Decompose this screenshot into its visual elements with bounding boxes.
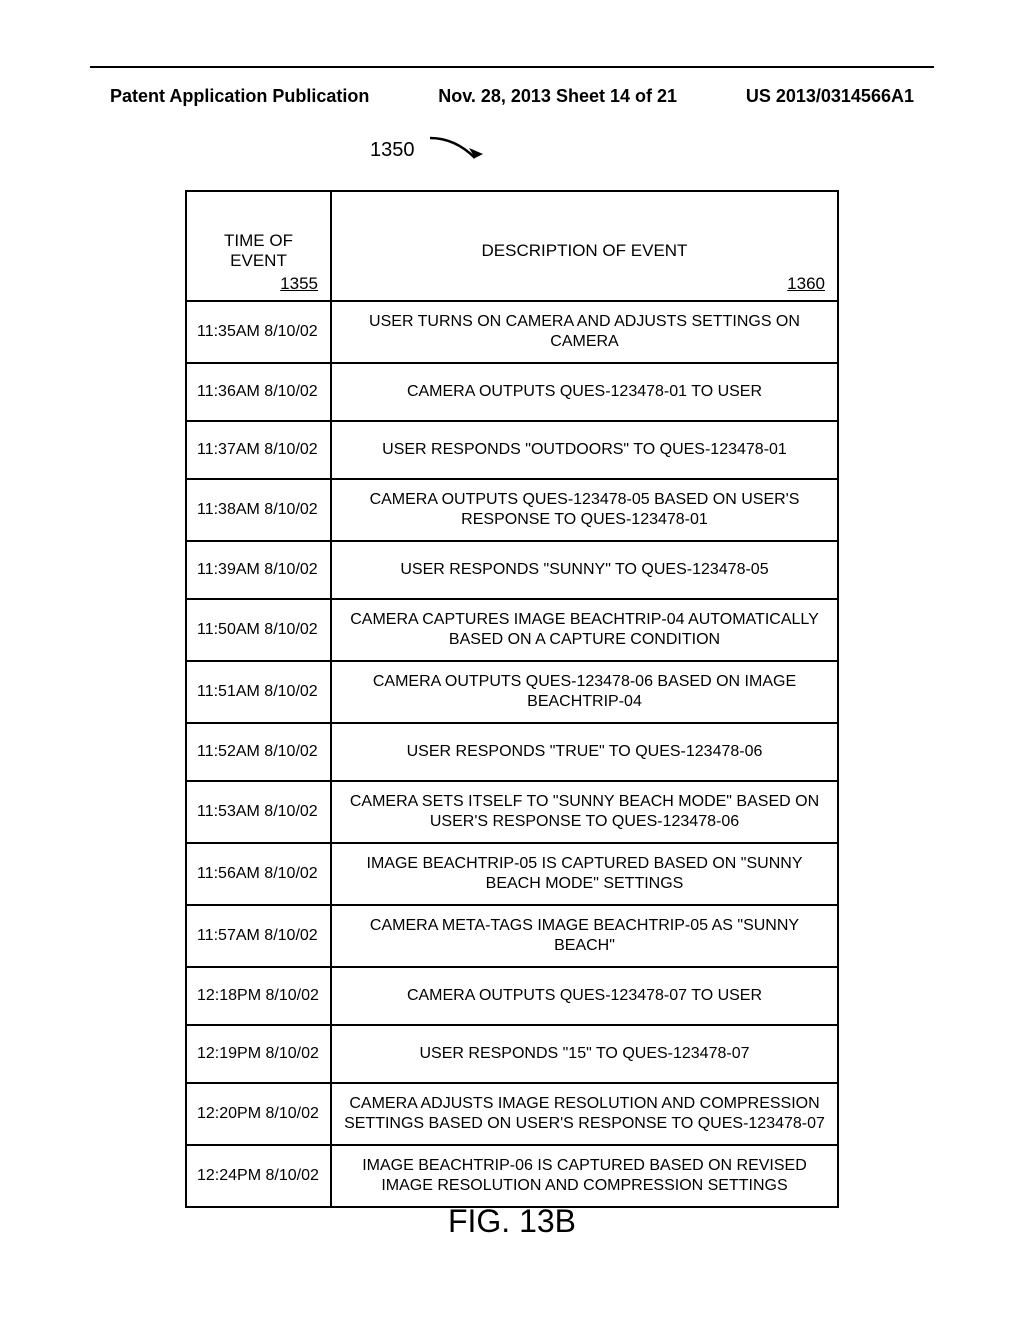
table-header-row: TIME OF EVENT 1355 DESCRIPTION OF EVENT … <box>186 191 838 301</box>
table-row: 11:35AM 8/10/02USER TURNS ON CAMERA AND … <box>186 301 838 363</box>
time-cell: 11:36AM 8/10/02 <box>186 363 331 421</box>
column-title-desc: DESCRIPTION OF EVENT <box>482 241 688 261</box>
header-right: US 2013/0314566A1 <box>746 86 914 107</box>
time-cell: 12:20PM 8/10/02 <box>186 1083 331 1145</box>
time-cell: 11:56AM 8/10/02 <box>186 843 331 905</box>
column-ref-desc: 1360 <box>787 274 825 294</box>
time-cell: 12:19PM 8/10/02 <box>186 1025 331 1083</box>
page-header: Patent Application Publication Nov. 28, … <box>0 86 1024 107</box>
figure-reference: 1350 <box>370 130 495 170</box>
desc-cell: CAMERA OUTPUTS QUES-123478-01 TO USER <box>331 363 838 421</box>
column-header-time: TIME OF EVENT 1355 <box>186 191 331 301</box>
table-row: 11:57AM 8/10/02CAMERA META-TAGS IMAGE BE… <box>186 905 838 967</box>
figure-caption: FIG. 13B <box>0 1203 1024 1240</box>
table-row: 12:20PM 8/10/02CAMERA ADJUSTS IMAGE RESO… <box>186 1083 838 1145</box>
time-cell: 11:53AM 8/10/02 <box>186 781 331 843</box>
time-cell: 11:50AM 8/10/02 <box>186 599 331 661</box>
time-cell: 11:51AM 8/10/02 <box>186 661 331 723</box>
desc-cell: CAMERA ADJUSTS IMAGE RESOLUTION AND COMP… <box>331 1083 838 1145</box>
desc-cell: IMAGE BEACHTRIP-06 IS CAPTURED BASED ON … <box>331 1145 838 1207</box>
time-cell: 11:57AM 8/10/02 <box>186 905 331 967</box>
table-row: 11:56AM 8/10/02IMAGE BEACHTRIP-05 IS CAP… <box>186 843 838 905</box>
desc-cell: CAMERA META-TAGS IMAGE BEACHTRIP-05 AS "… <box>331 905 838 967</box>
column-header-desc: DESCRIPTION OF EVENT 1360 <box>331 191 838 301</box>
header-center: Nov. 28, 2013 Sheet 14 of 21 <box>438 86 677 107</box>
time-cell: 11:38AM 8/10/02 <box>186 479 331 541</box>
patent-page: Patent Application Publication Nov. 28, … <box>0 0 1024 1320</box>
header-divider <box>90 66 934 68</box>
table-row: 12:18PM 8/10/02CAMERA OUTPUTS QUES-12347… <box>186 967 838 1025</box>
event-table: TIME OF EVENT 1355 DESCRIPTION OF EVENT … <box>185 190 839 1208</box>
time-cell: 11:39AM 8/10/02 <box>186 541 331 599</box>
table-body: 11:35AM 8/10/02USER TURNS ON CAMERA AND … <box>186 301 838 1207</box>
desc-cell: CAMERA OUTPUTS QUES-123478-06 BASED ON I… <box>331 661 838 723</box>
time-cell: 12:24PM 8/10/02 <box>186 1145 331 1207</box>
curved-arrow-icon <box>425 130 495 170</box>
desc-cell: CAMERA OUTPUTS QUES-123478-07 TO USER <box>331 967 838 1025</box>
time-cell: 12:18PM 8/10/02 <box>186 967 331 1025</box>
figure-reference-number: 1350 <box>370 139 415 162</box>
table-row: 12:24PM 8/10/02IMAGE BEACHTRIP-06 IS CAP… <box>186 1145 838 1207</box>
time-cell: 11:35AM 8/10/02 <box>186 301 331 363</box>
table-row: 11:53AM 8/10/02CAMERA SETS ITSELF TO "SU… <box>186 781 838 843</box>
table-row: 11:37AM 8/10/02USER RESPONDS "OUTDOORS" … <box>186 421 838 479</box>
header-left: Patent Application Publication <box>110 86 369 107</box>
time-cell: 11:37AM 8/10/02 <box>186 421 331 479</box>
desc-cell: CAMERA SETS ITSELF TO "SUNNY BEACH MODE"… <box>331 781 838 843</box>
desc-cell: USER RESPONDS "OUTDOORS" TO QUES-123478-… <box>331 421 838 479</box>
column-title-time: TIME OF EVENT <box>197 231 320 271</box>
desc-cell: USER TURNS ON CAMERA AND ADJUSTS SETTING… <box>331 301 838 363</box>
time-cell: 11:52AM 8/10/02 <box>186 723 331 781</box>
table-row: 11:52AM 8/10/02USER RESPONDS "TRUE" TO Q… <box>186 723 838 781</box>
desc-cell: USER RESPONDS "SUNNY" TO QUES-123478-05 <box>331 541 838 599</box>
table-row: 11:51AM 8/10/02CAMERA OUTPUTS QUES-12347… <box>186 661 838 723</box>
column-ref-time: 1355 <box>280 274 318 294</box>
table-row: 11:36AM 8/10/02CAMERA OUTPUTS QUES-12347… <box>186 363 838 421</box>
table-row: 11:50AM 8/10/02CAMERA CAPTURES IMAGE BEA… <box>186 599 838 661</box>
table-row: 12:19PM 8/10/02USER RESPONDS "15" TO QUE… <box>186 1025 838 1083</box>
desc-cell: USER RESPONDS "15" TO QUES-123478-07 <box>331 1025 838 1083</box>
event-table-container: TIME OF EVENT 1355 DESCRIPTION OF EVENT … <box>185 190 839 1208</box>
table-row: 11:39AM 8/10/02USER RESPONDS "SUNNY" TO … <box>186 541 838 599</box>
desc-cell: CAMERA CAPTURES IMAGE BEACHTRIP-04 AUTOM… <box>331 599 838 661</box>
table-row: 11:38AM 8/10/02CAMERA OUTPUTS QUES-12347… <box>186 479 838 541</box>
desc-cell: USER RESPONDS "TRUE" TO QUES-123478-06 <box>331 723 838 781</box>
desc-cell: CAMERA OUTPUTS QUES-123478-05 BASED ON U… <box>331 479 838 541</box>
desc-cell: IMAGE BEACHTRIP-05 IS CAPTURED BASED ON … <box>331 843 838 905</box>
